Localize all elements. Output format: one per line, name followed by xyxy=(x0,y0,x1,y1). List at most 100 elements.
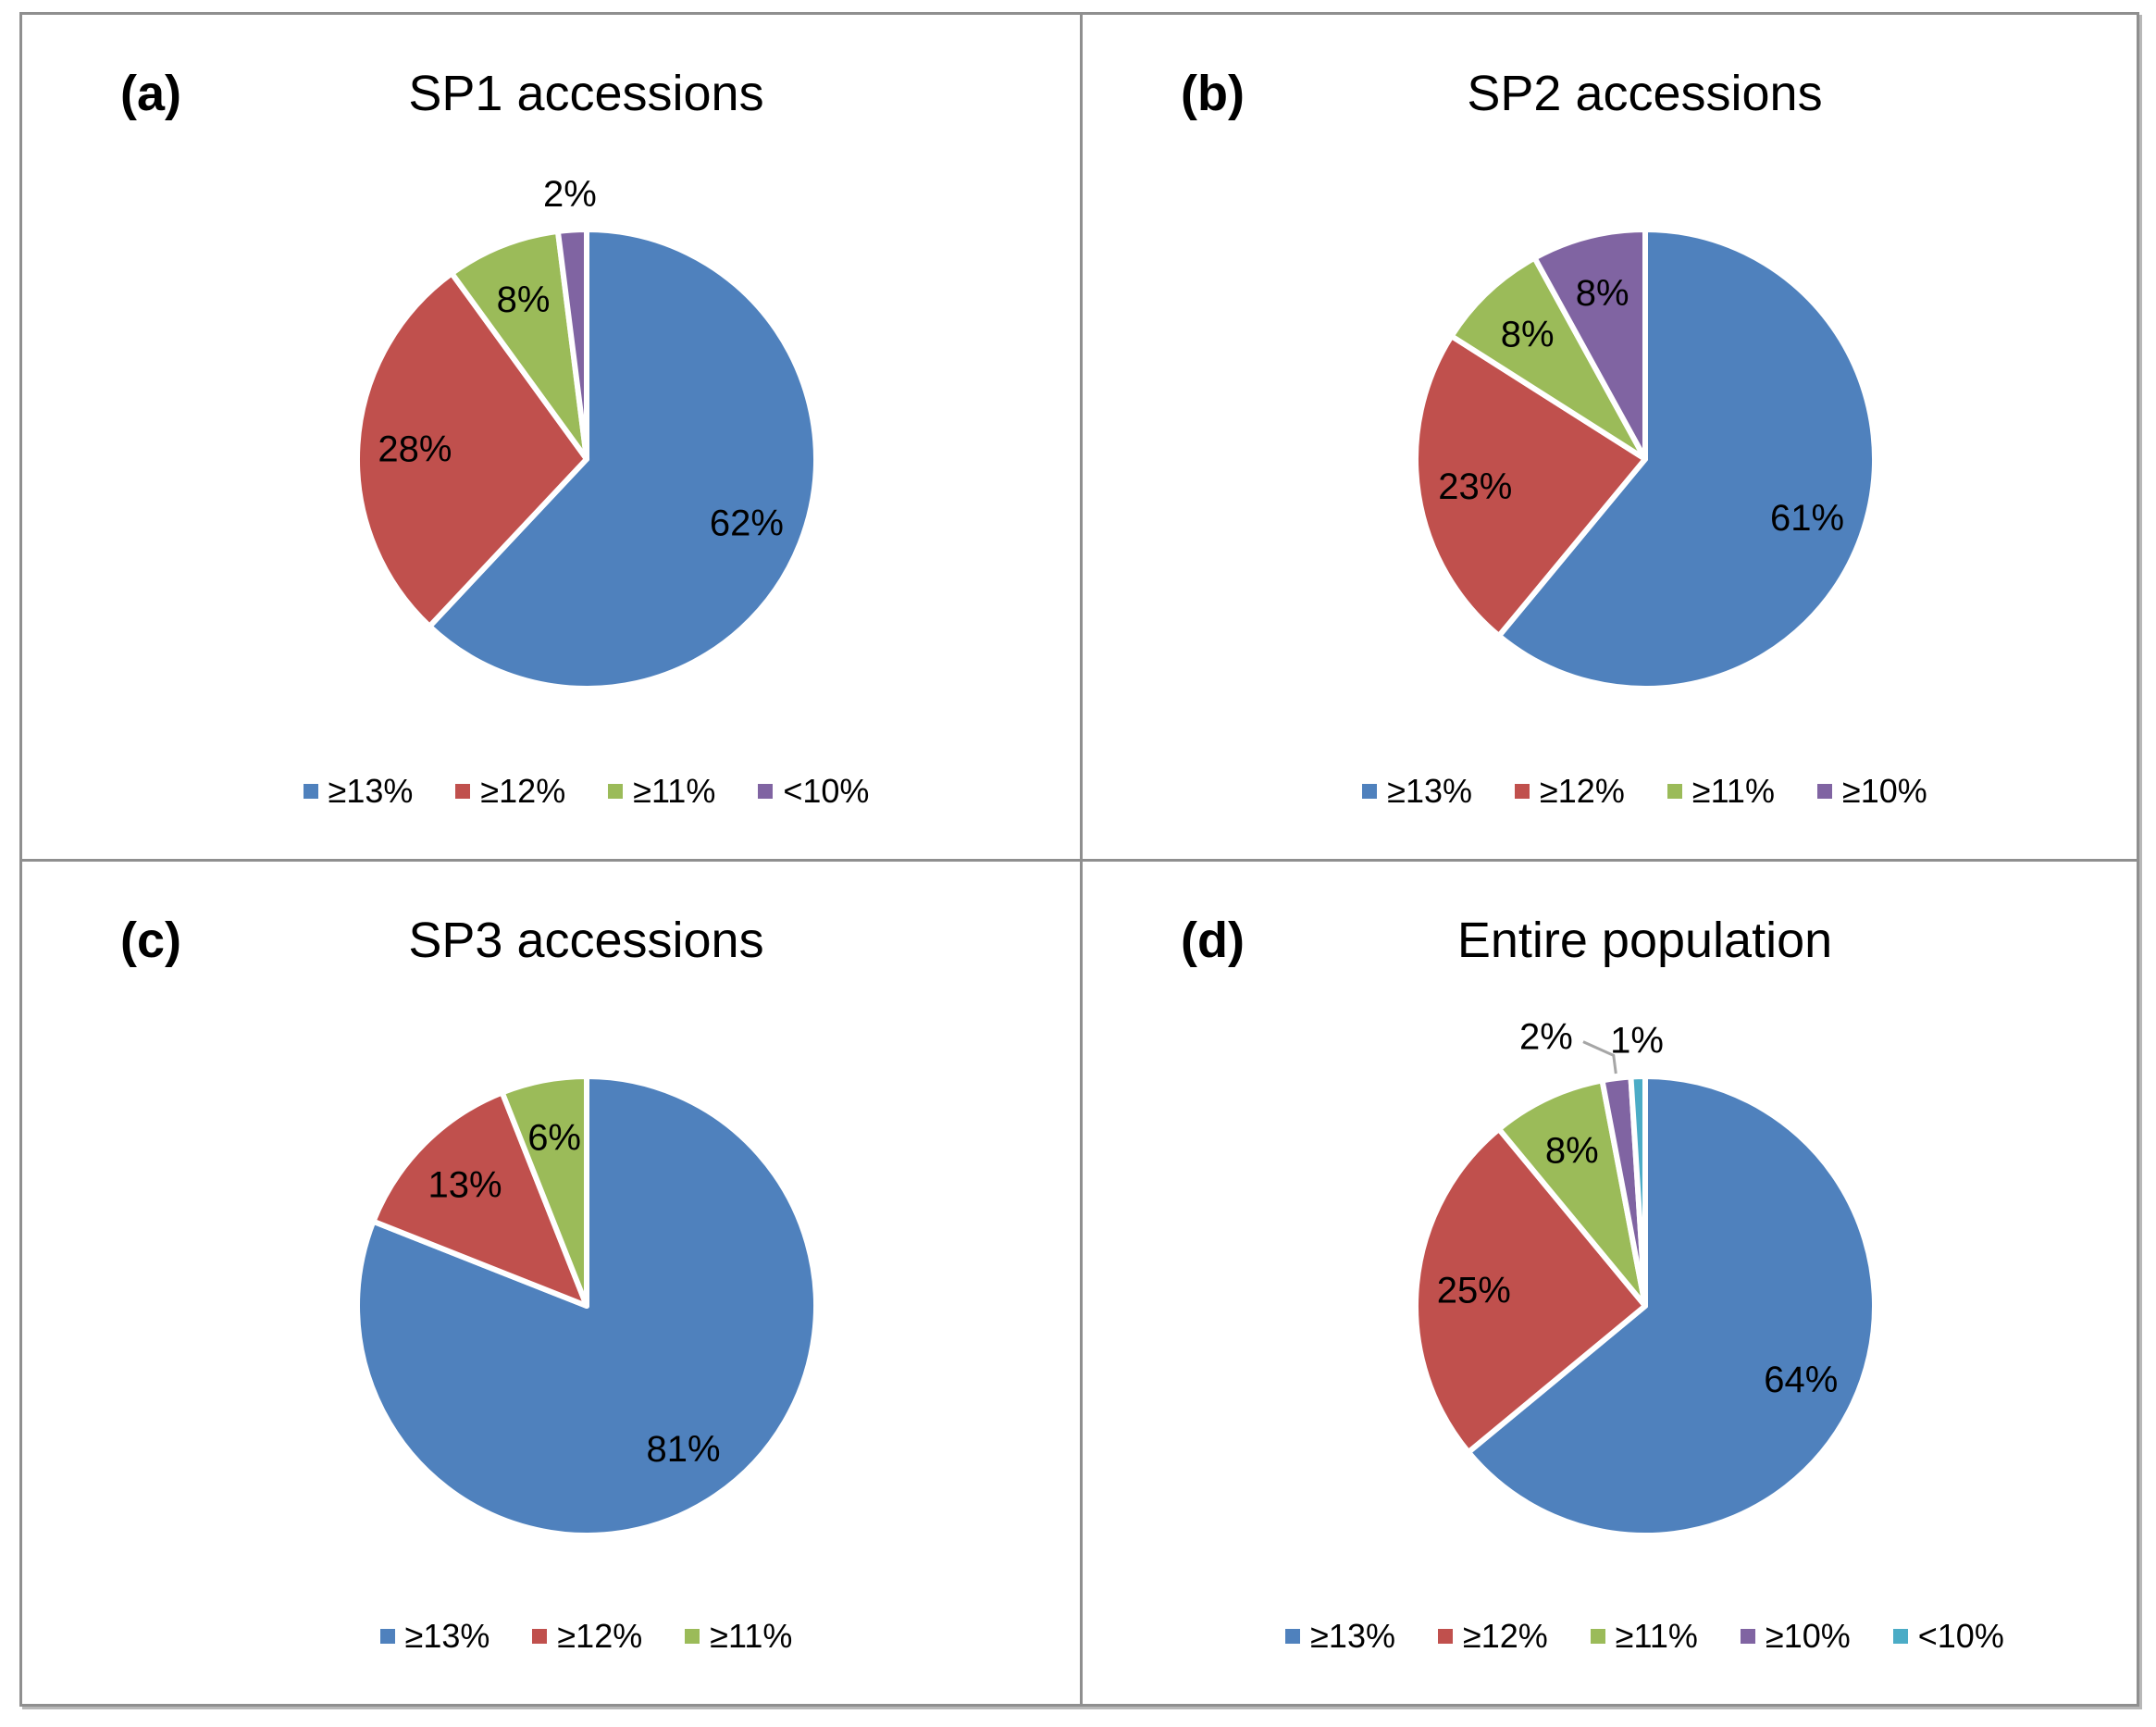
data-label-2: 8% xyxy=(496,280,550,320)
data-label-1: 25% xyxy=(1436,1271,1510,1311)
legend-swatch-icon xyxy=(1285,1629,1301,1644)
legend-item-0: ≥13% xyxy=(379,1617,490,1656)
pie-slice-2 xyxy=(1495,1077,1648,1310)
panel-label-a: (a) xyxy=(120,66,181,121)
legend-item-3: ≥10% xyxy=(1740,1617,1851,1656)
data-label-0: 81% xyxy=(646,1429,720,1470)
legend-label: ≥13% xyxy=(1310,1617,1395,1655)
legend-label: ≥12% xyxy=(557,1617,643,1655)
pie-slice-1 xyxy=(1412,333,1648,640)
legend-item-3: <10% xyxy=(758,772,869,811)
chart-title-sp1: SP1 accessions xyxy=(408,66,764,121)
data-label-0: 62% xyxy=(709,503,783,544)
data-label-2: 8% xyxy=(1500,314,1554,354)
legend-swatch-icon xyxy=(685,1629,700,1644)
pie-chart-sp2: 61% 23% 8% 8% xyxy=(1412,227,1877,692)
legend-label: ≥11% xyxy=(710,1617,793,1655)
legend-swatch-icon xyxy=(379,1629,395,1644)
legend-label: ≥13% xyxy=(328,772,414,810)
legend-item-1: ≥12% xyxy=(532,1617,642,1656)
data-label-1: 23% xyxy=(1438,466,1512,507)
legend-item-2: ≥11% xyxy=(1590,1617,1698,1656)
label-leader-line xyxy=(1581,1040,1617,1075)
legend-sp2: ≥13% ≥12% ≥11% ≥10% xyxy=(1362,772,1927,835)
legend-label: <10% xyxy=(783,772,870,810)
pie-slice-2 xyxy=(499,1074,589,1310)
figure-grid: (a) SP1 accessions 62% 28% 8% 2% ≥13% ≥12% ≥1… xyxy=(19,12,2139,1707)
pie-area: 62% 28% 8% 2% xyxy=(291,154,883,727)
legend-swatch-icon xyxy=(532,1629,548,1644)
pie-slice-4 xyxy=(1627,1074,1648,1310)
legend-label: ≥13% xyxy=(1387,772,1473,810)
legend-label: ≥12% xyxy=(480,772,566,810)
data-label-0: 61% xyxy=(1769,498,1843,539)
legend-label: ≥10% xyxy=(1765,1617,1851,1655)
data-label-2: 8% xyxy=(1544,1131,1598,1172)
pie-area: 81% 13% 6% xyxy=(291,1000,883,1574)
panel-a: (a) SP1 accessions 62% 28% 8% 2% ≥13% ≥12% ≥1… xyxy=(22,15,1083,862)
pie-slice-2 xyxy=(1448,255,1648,463)
data-label-1: 13% xyxy=(427,1165,502,1206)
legend-item-1: ≥12% xyxy=(455,772,565,811)
legend-label: <10% xyxy=(1917,1617,2004,1655)
legend-item-2: ≥11% xyxy=(1667,772,1775,811)
legend-swatch-icon xyxy=(608,784,624,799)
legend-swatch-icon xyxy=(1590,1629,1605,1644)
pie-slice-1 xyxy=(353,270,589,629)
legend-entire-population: ≥13% ≥12% ≥11% ≥10% <10% xyxy=(1285,1617,2004,1680)
legend-swatch-icon xyxy=(1667,784,1682,799)
pie-slice-1 xyxy=(369,1089,589,1310)
legend-swatch-icon xyxy=(1892,1629,1908,1644)
data-label-0: 64% xyxy=(1764,1360,1838,1400)
legend-sp1: ≥13% ≥12% ≥11% <10% xyxy=(303,772,869,835)
legend-item-2: ≥11% xyxy=(685,1617,792,1656)
panel-d: (d) Entire population 64% 25% 8% 2% 1% ≥13% ≥… xyxy=(1083,862,2137,1704)
legend-swatch-icon xyxy=(1515,784,1530,799)
legend-item-1: ≥12% xyxy=(1437,1617,1548,1656)
data-label-2: 6% xyxy=(527,1117,581,1158)
legend-item-4: <10% xyxy=(1892,1617,2004,1656)
legend-label: ≥11% xyxy=(633,772,716,810)
legend-label: ≥11% xyxy=(1615,1617,1698,1655)
pie-slice-2 xyxy=(448,229,589,463)
chart-title-sp3: SP3 accessions xyxy=(408,913,764,968)
legend-label: ≥13% xyxy=(404,1617,490,1655)
pie-chart-sp1: 62% 28% 8% 2% xyxy=(353,174,819,692)
pie-chart-sp3: 81% 13% 6% xyxy=(353,1074,819,1539)
legend-swatch-icon xyxy=(1362,784,1378,799)
chart-title-sp2: SP2 accessions xyxy=(1467,66,1823,121)
pie-slice-0 xyxy=(1495,227,1877,692)
pie-slice-0 xyxy=(426,227,819,692)
legend-swatch-icon xyxy=(303,784,318,799)
legend-item-1: ≥12% xyxy=(1515,772,1625,811)
pie-slice-3 xyxy=(1531,227,1648,463)
legend-item-0: ≥13% xyxy=(1285,1617,1395,1656)
panel-b: (b) SP2 accessions 61% 23% 8% 8% ≥13% ≥12% ≥1… xyxy=(1083,15,2137,862)
data-label-1: 28% xyxy=(378,429,452,469)
pie-chart-entire-population: 64% 25% 8% 2% 1% xyxy=(1412,1017,1877,1539)
panel-label-b: (b) xyxy=(1181,66,1245,121)
legend-swatch-icon xyxy=(1437,1629,1453,1644)
data-label-3: 2% xyxy=(1518,1017,1572,1058)
legend-item-2: ≥11% xyxy=(608,772,715,811)
legend-item-0: ≥13% xyxy=(1362,772,1472,811)
panel-c: (c) SP3 accessions 81% 13% 6% ≥13% ≥12% ≥11% xyxy=(22,862,1083,1704)
pie-area: 61% 23% 8% 8% xyxy=(1349,154,1941,727)
legend-swatch-icon xyxy=(455,784,471,799)
legend-swatch-icon xyxy=(1816,784,1832,799)
panel-label-c: (c) xyxy=(120,913,181,968)
data-label-3: 8% xyxy=(1575,273,1629,314)
legend-item-3: ≥10% xyxy=(1816,772,1927,811)
pie-area: 64% 25% 8% 2% 1% xyxy=(1349,1000,1941,1574)
chart-title-entire-population: Entire population xyxy=(1456,913,1833,968)
legend-label: ≥12% xyxy=(1540,772,1625,810)
data-label-4: 1% xyxy=(1610,1021,1664,1062)
panel-label-d: (d) xyxy=(1181,913,1245,968)
data-label-3: 2% xyxy=(542,174,596,215)
legend-label: ≥10% xyxy=(1841,772,1927,810)
pie-slice-1 xyxy=(1412,1126,1648,1456)
legend-swatch-icon xyxy=(758,784,774,799)
pie-slice-0 xyxy=(1465,1074,1877,1539)
legend-label: ≥12% xyxy=(1462,1617,1548,1655)
legend-swatch-icon xyxy=(1740,1629,1755,1644)
